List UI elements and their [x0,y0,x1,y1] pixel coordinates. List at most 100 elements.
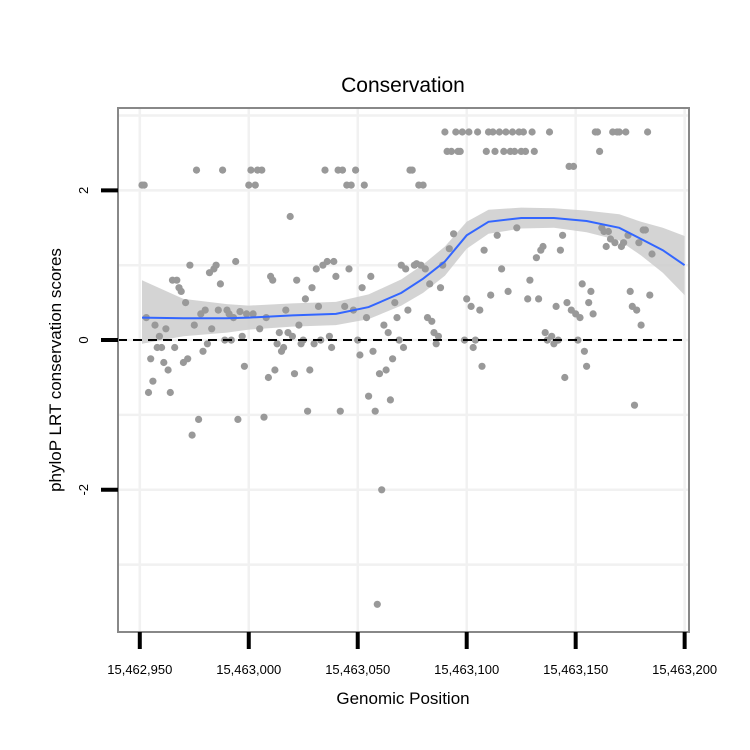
data-point [504,287,512,295]
plot-border [117,107,690,633]
data-point [482,147,490,155]
data-point [467,302,475,310]
data-point [620,239,628,247]
data-point [480,246,488,254]
data-point [532,254,541,262]
data-point [295,321,303,329]
data-point [321,166,329,174]
data-point [341,302,349,310]
data-point [236,308,244,316]
data-point [528,128,536,136]
data-point [432,340,440,348]
data-point [304,407,312,415]
data-point [219,166,227,174]
data-point [478,362,486,370]
data-point [151,321,159,329]
data-point [541,329,549,337]
data-point [626,287,634,295]
data-point [602,242,610,251]
data-point [354,336,362,344]
data-point [552,302,560,310]
data-point [648,250,656,258]
data-point [280,343,288,352]
data-point [402,265,410,273]
x-tick-label: 15,463,150 [543,662,608,677]
data-point [312,265,320,273]
data-point [391,299,399,307]
data-point [190,321,198,329]
data-point [306,366,314,374]
data-point [282,306,290,314]
data-point [182,299,190,307]
data-point [260,413,268,421]
data-point [328,343,336,352]
data-point [290,370,299,378]
data-point [630,401,639,409]
data-point [593,128,602,136]
data-point [147,355,155,363]
data-point [576,314,584,322]
data-point [264,373,272,382]
data-point [545,128,554,136]
data-point [338,166,347,174]
data-point [384,329,392,337]
data-point [456,147,464,155]
data-point [419,181,427,189]
plot-panel [118,108,689,632]
data-point [365,392,373,400]
data-point [293,276,301,284]
data-point [273,340,281,348]
data-point [495,128,503,136]
data-point [171,343,179,352]
data-point [510,147,519,155]
data-point [382,366,390,374]
data-point [367,272,375,280]
data-point [463,295,471,303]
data-point [476,306,484,314]
data-point [208,325,216,333]
data-point [635,239,643,247]
data-point [214,306,222,314]
data-point [530,147,538,155]
data-point [539,242,547,251]
data-point [596,147,604,155]
data-point [158,343,166,352]
y-tick-label: 2 [76,187,91,194]
data-point [375,370,384,378]
data-point [489,128,497,136]
data-point [371,407,379,415]
data-point [644,128,652,136]
confidence-ribbon-layer [142,207,685,344]
data-point [251,181,259,189]
data-point [513,224,521,232]
data-point [243,310,251,318]
data-point [574,336,582,344]
data-point [556,246,565,254]
data-point [330,257,338,266]
data-point [373,600,381,608]
data-point [578,280,586,288]
data-point [325,332,333,340]
data-point [362,314,371,322]
data-point [258,166,266,174]
data-point [441,128,449,136]
data-point [452,128,460,136]
data-point [149,377,157,385]
data-point [498,265,506,273]
data-point [436,284,445,292]
data-point [604,227,613,236]
data-point [177,287,185,295]
data-point [611,239,619,247]
data-point [491,147,499,155]
data-point [360,181,368,189]
data-point [487,291,495,299]
smooth-line [141,217,686,320]
data-point [471,336,479,344]
data-point [500,147,508,155]
data-point [526,276,534,284]
y-axis-label: phyloP LRT conservation scores [46,248,65,492]
data-point [450,230,458,238]
data-point [199,347,207,355]
data-point [493,231,501,239]
data-point [502,128,510,136]
